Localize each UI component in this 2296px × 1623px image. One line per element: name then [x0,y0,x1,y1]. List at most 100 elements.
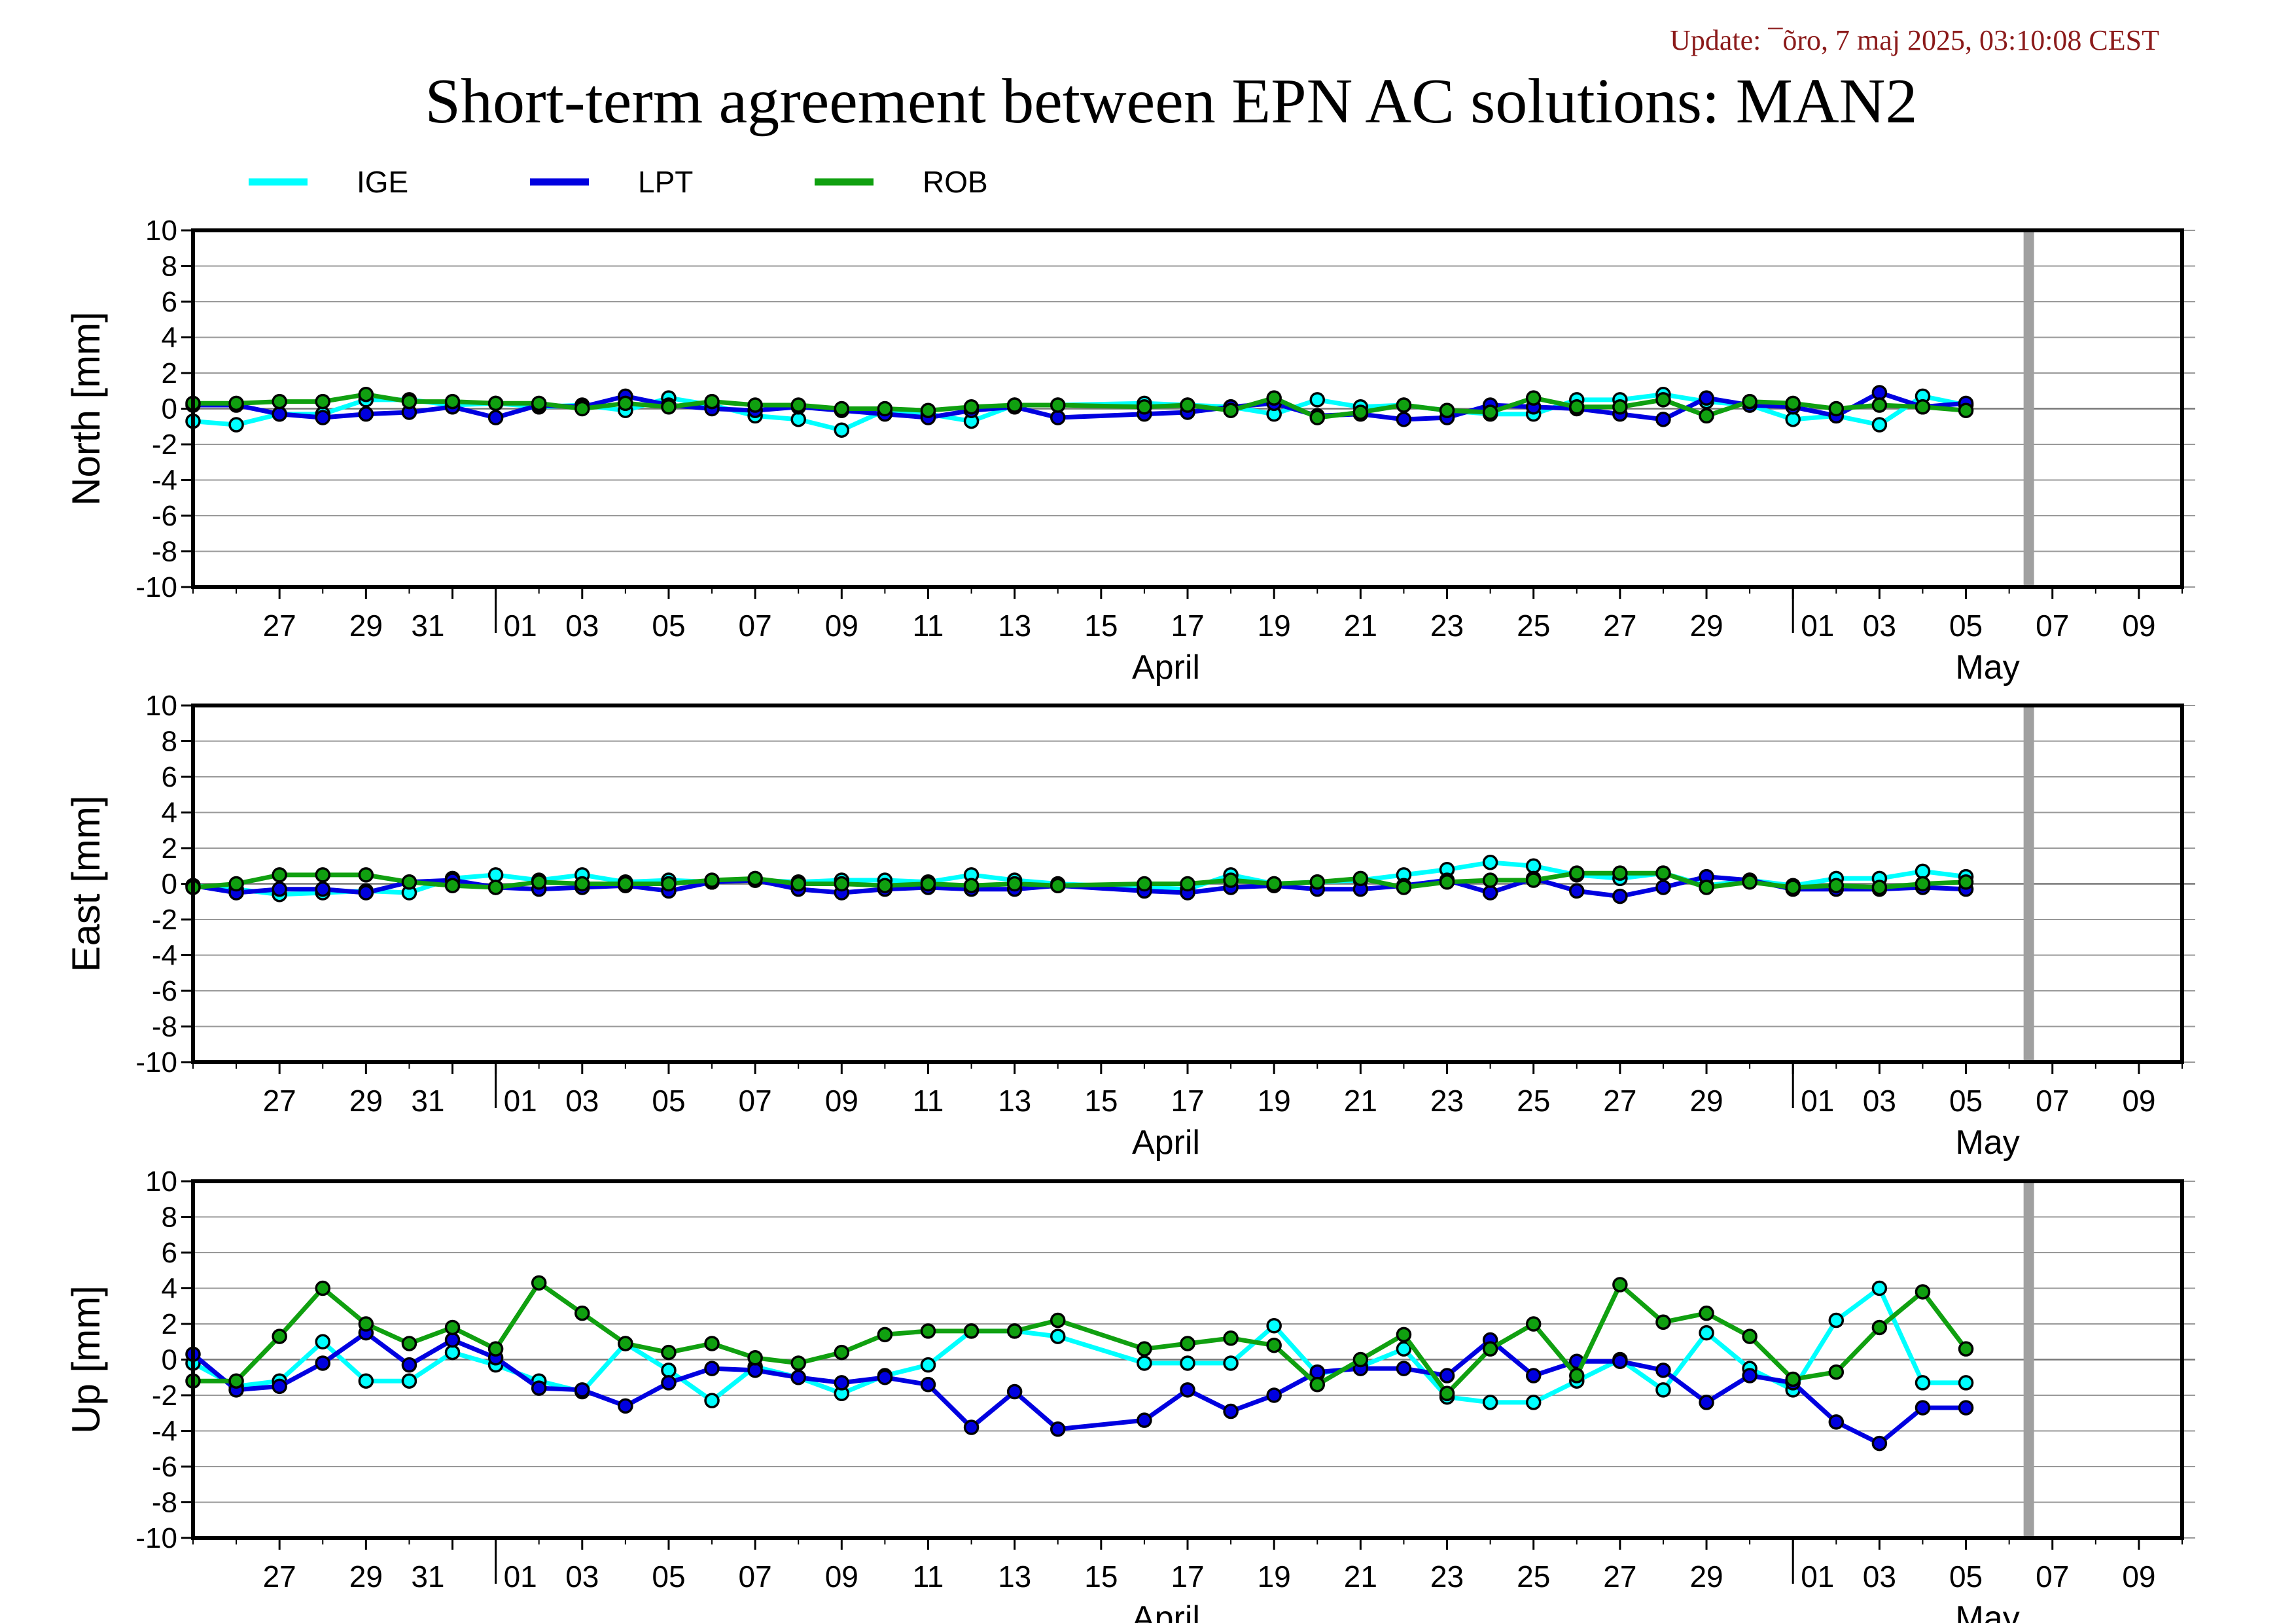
data-point-rob [1569,1368,1585,1383]
data-point-rob [920,1323,936,1339]
data-point-rob [444,878,461,893]
data-point-rob [1655,865,1671,881]
data-point-ige [1871,1280,1888,1296]
data-point-rob [1396,1327,1412,1343]
data-point-rob [1915,876,1931,892]
x-tick-label: 15 [1084,609,1118,643]
y-tick-label: -2 [152,429,177,461]
x-tick-label: 15 [1084,1560,1118,1594]
data-point-rob [1958,874,1974,890]
x-tick-label: 21 [1344,1560,1377,1594]
chart-title: Short-term agreement between EPN AC solu… [425,66,1918,137]
x-tick-label: 01 [504,1084,537,1118]
data-point-lpt [358,406,374,422]
data-point-rob [1352,404,1369,420]
data-point-rob [574,1305,590,1321]
data-point-rob [1785,880,1801,895]
x-tick-label: 03 [565,1560,599,1594]
data-point-rob [1569,865,1585,881]
data-point-lpt [747,1363,763,1378]
data-point-lpt [661,1375,677,1391]
data-point-ige [661,1363,677,1378]
data-point-rob [704,393,720,410]
data-point-lpt [1612,888,1628,904]
x-tick-label: 23 [1430,1560,1464,1594]
data-point-ige [401,1373,417,1389]
data-point-rob [834,401,850,417]
data-point-rob [1439,402,1455,418]
data-point-rob [661,1344,677,1361]
x-tick-label: 29 [1689,609,1723,643]
data-point-rob [1871,397,1888,413]
data-point-rob [1050,397,1066,413]
data-point-rob [1266,1337,1282,1353]
data-point-lpt [1006,1383,1023,1400]
data-point-lpt [531,1380,547,1396]
data-point-rob [661,399,677,415]
x-tick-label: 31 [411,609,444,643]
legend-label: IGE [357,165,408,199]
y-tick-label: -4 [152,1416,177,1448]
data-point-lpt [315,410,331,425]
data-point-rob [1958,1341,1974,1357]
legend-label: LPT [638,165,693,199]
data-point-rob [1180,876,1195,892]
y-tick-label: 8 [162,251,177,283]
month-label: April [1132,1124,1200,1162]
y-tick-label: -8 [152,1011,177,1043]
data-point-rob [1266,390,1282,406]
data-point-rob [1050,1312,1066,1329]
data-point-rob [1525,390,1542,406]
y-tick-label: 6 [162,761,177,793]
x-tick-label: 29 [349,1084,383,1118]
data-point-ige [1525,1395,1542,1410]
data-point-rob [1352,870,1369,887]
data-point-rob [228,876,244,892]
data-point-rob [272,1329,287,1344]
y-tick-label: -2 [152,1380,177,1412]
data-point-rob [1958,402,1974,418]
y-tick-label: -10 [135,1522,177,1554]
x-tick-label: 23 [1430,1084,1464,1118]
x-tick-label: 27 [1603,609,1636,643]
data-point-rob [1006,876,1023,892]
data-point-ige [1525,858,1542,874]
panel-north: 10 86 42 0 -2 -4-6 -8-10 27 29 31 01 03 05 07 09 11 13 15… [64,215,2195,687]
y-tick-label: 0 [162,868,177,901]
data-point-ige [704,1393,720,1408]
legend: IGE LPT ROB [249,165,988,199]
data-point-lpt [1223,1403,1239,1419]
data-point-lpt [790,1370,806,1385]
legend-item-ige: IGE [249,165,408,199]
data-point-rob [1525,872,1542,888]
data-point-rob [747,397,763,413]
data-point-rob [1180,1336,1195,1351]
data-point-rob [272,867,287,883]
data-point-rob [1915,1284,1931,1300]
x-tick-label: 09 [2122,609,2155,643]
data-point-ige [315,1334,331,1349]
data-point-rob [1871,1319,1888,1336]
data-point-rob [531,395,547,412]
x-tick-label: 27 [1603,1560,1636,1594]
x-tick-label: 03 [565,1084,599,1118]
x-tick-label: 17 [1171,1560,1204,1594]
data-point-rob [1439,874,1455,890]
data-point-rob [834,1344,850,1361]
y-tick-label: 0 [162,393,177,425]
x-tick-label: 07 [739,1560,772,1594]
data-point-rob [790,397,806,413]
y-tick-label: 4 [162,1273,177,1305]
y-tick-label: 10 [145,690,177,722]
data-point-lpt [1266,1387,1282,1403]
data-point-rob [747,1350,763,1366]
x-tick-label: 03 [565,609,599,643]
data-point-rob [1352,1351,1369,1368]
data-point-lpt [1396,412,1412,427]
data-point-ige [920,1357,936,1373]
y-tick-label: -6 [152,1451,177,1483]
data-point-rob [1482,1341,1498,1357]
data-point-ige [1482,1395,1498,1410]
data-point-rob [228,395,244,412]
